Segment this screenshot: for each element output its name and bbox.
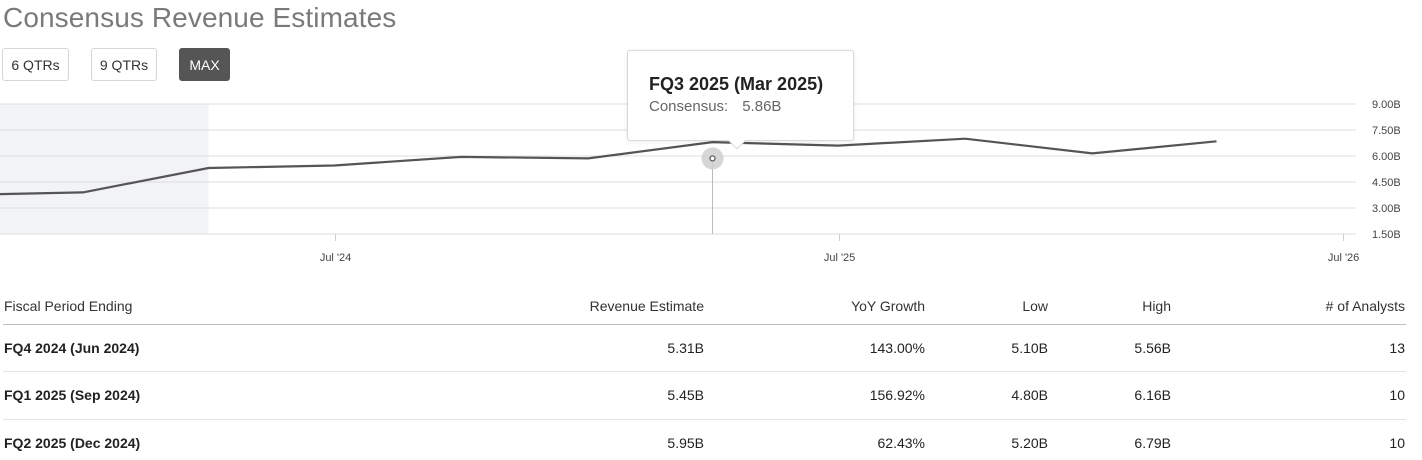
x-tick-label: Jul '25	[824, 252, 855, 264]
data-point	[586, 156, 590, 160]
table-row: FQ2 2025 (Dec 2024) 5.95B 62.43% 5.20B 6…	[3, 419, 1406, 460]
range-button-6-qtrs[interactable]: 6 QTRs	[2, 48, 69, 81]
cell-high: 6.16B	[1049, 371, 1172, 420]
revenue-line-chart[interactable]: 1.50B 3.00B 4.50B 6.00B 7.50B 9.00B Jul '24 Jul…	[0, 90, 1422, 272]
y-tick-label: 7.50B	[1372, 125, 1401, 137]
table-row: FQ4 2024 (Jun 2024) 5.31B 143.00% 5.10B …	[3, 324, 1406, 372]
cell-yoy-growth: 143.00%	[705, 324, 926, 372]
cell-revenue-estimate: 5.95B	[251, 419, 705, 460]
cell-analysts: 13	[1172, 324, 1406, 372]
cell-analysts: 10	[1172, 371, 1406, 420]
cell-revenue-estimate: 5.45B	[251, 371, 705, 420]
header-yoy-growth[interactable]: YoY Growth	[705, 288, 926, 325]
cell-low: 4.80B	[926, 371, 1049, 420]
data-point	[836, 144, 840, 148]
tooltip-consensus-label: Consensus:	[649, 98, 729, 115]
header-low[interactable]: Low	[926, 288, 1049, 325]
cell-yoy-growth: 156.92%	[705, 371, 926, 420]
highlight-point	[709, 155, 716, 162]
x-tick-label: Jul '24	[320, 252, 351, 264]
estimates-table: Fiscal Period Ending Revenue Estimate Yo…	[3, 288, 1406, 460]
tooltip-consensus-row: Consensus: 5.86B	[649, 98, 781, 115]
tooltip-title: FQ3 2025 (Mar 2025)	[649, 74, 824, 94]
range-button-9-qtrs[interactable]: 9 QTRs	[91, 48, 157, 81]
tooltip-consensus-value: 5.86B	[742, 98, 782, 115]
header-high[interactable]: High	[1049, 288, 1172, 325]
header-revenue-estimate[interactable]: Revenue Estimate	[251, 288, 705, 325]
series-line	[0, 137, 1217, 196]
header-fiscal-period[interactable]: Fiscal Period Ending	[3, 288, 251, 325]
cell-fiscal-period: FQ4 2024 (Jun 2024)	[3, 324, 251, 372]
table-header-row: Fiscal Period Ending Revenue Estimate Yo…	[3, 288, 1406, 325]
cell-analysts: 10	[1172, 419, 1406, 460]
range-button-max[interactable]: MAX	[179, 48, 230, 81]
data-point	[963, 137, 967, 141]
page-title: Consensus Revenue Estimates	[3, 2, 397, 33]
data-point	[1090, 151, 1094, 155]
header-analysts[interactable]: # of Analysts	[1172, 288, 1406, 325]
data-point	[1215, 139, 1219, 143]
y-tick-label: 9.00B	[1372, 99, 1401, 111]
cell-revenue-estimate: 5.31B	[251, 324, 705, 372]
data-point	[332, 164, 336, 168]
cell-high: 5.56B	[1049, 324, 1172, 372]
cell-high: 6.79B	[1049, 419, 1172, 460]
data-point	[207, 166, 211, 170]
cell-fiscal-period: FQ1 2025 (Sep 2024)	[3, 371, 251, 420]
cell-low: 5.10B	[926, 324, 1049, 372]
history-region	[0, 104, 209, 234]
cell-yoy-growth: 62.43%	[705, 419, 926, 460]
y-tick-label: 4.50B	[1372, 177, 1401, 189]
y-tick-label: 1.50B	[1372, 229, 1401, 241]
data-point	[459, 155, 463, 159]
y-tick-label: 3.00B	[1372, 203, 1401, 215]
cell-low: 5.20B	[926, 419, 1049, 460]
data-point	[81, 190, 85, 194]
chart-tooltip: FQ3 2025 (Mar 2025) Consensus: 5.86B	[627, 50, 854, 150]
table-row: FQ1 2025 (Sep 2024) 5.45B 156.92% 4.80B …	[3, 371, 1406, 420]
x-tick-label: Jul '26	[1328, 252, 1359, 264]
cell-fiscal-period: FQ2 2025 (Dec 2024)	[3, 419, 251, 460]
y-tick-label: 6.00B	[1372, 151, 1401, 163]
